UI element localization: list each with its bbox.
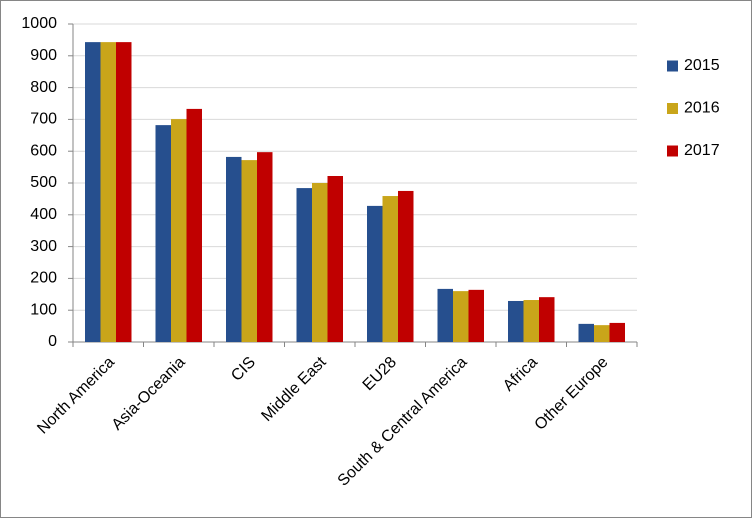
bar — [312, 183, 328, 342]
y-tick-label: 300 — [30, 238, 57, 255]
legend-swatch — [667, 60, 678, 72]
y-tick-label: 900 — [30, 47, 57, 64]
y-tick-label: 400 — [30, 206, 57, 223]
bar — [171, 119, 187, 342]
bar — [398, 190, 414, 342]
bar — [116, 42, 132, 342]
legend-label: 2016 — [684, 100, 720, 117]
bar — [85, 42, 101, 342]
legend-swatch — [667, 103, 678, 114]
bar — [609, 322, 625, 342]
bar — [226, 156, 242, 342]
y-tick-label: 800 — [30, 79, 57, 96]
bar — [296, 188, 312, 342]
bar — [523, 300, 539, 342]
bar — [453, 291, 469, 342]
legend-swatch — [667, 145, 678, 157]
bar — [437, 288, 453, 342]
y-tick-label: 600 — [30, 142, 57, 159]
bar — [578, 323, 594, 342]
legend-label: 2017 — [684, 142, 720, 159]
y-tick-label: 500 — [30, 174, 57, 191]
bar — [257, 152, 273, 342]
bar — [241, 160, 257, 342]
bar — [468, 289, 484, 342]
bar — [100, 42, 116, 342]
y-tick-label: 700 — [30, 111, 57, 128]
y-tick-label: 100 — [30, 301, 57, 318]
legend-label: 2015 — [684, 57, 720, 74]
bar — [327, 176, 343, 342]
bar — [594, 325, 610, 342]
y-tick-label: 1000 — [21, 15, 57, 32]
bar — [539, 297, 555, 342]
bar — [186, 108, 202, 342]
bar — [382, 196, 398, 342]
bar — [508, 300, 524, 342]
y-tick-label: 0 — [48, 333, 57, 350]
y-tick-label: 200 — [30, 270, 57, 287]
bar — [155, 125, 171, 343]
bar — [367, 205, 383, 342]
